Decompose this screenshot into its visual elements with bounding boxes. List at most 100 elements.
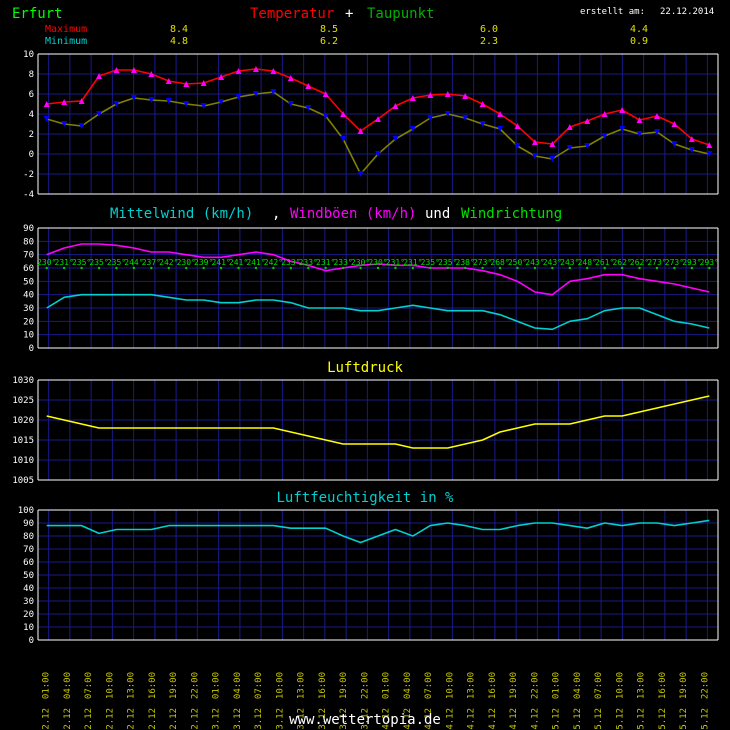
- svg-text:22.12: 22.12: [63, 708, 73, 730]
- svg-text:243°: 243°: [525, 258, 544, 267]
- svg-text:273°: 273°: [665, 258, 684, 267]
- svg-text:04:00: 04:00: [233, 672, 243, 699]
- svg-text:23.12: 23.12: [275, 708, 285, 730]
- svg-text:273°: 273°: [647, 258, 666, 267]
- svg-text:19:00: 19:00: [339, 672, 349, 699]
- svg-text:243°: 243°: [560, 258, 579, 267]
- svg-text:40: 40: [23, 291, 34, 301]
- svg-text:241°: 241°: [246, 258, 265, 267]
- svg-text:erstellt am:: erstellt am:: [580, 7, 645, 17]
- svg-text:231°: 231°: [403, 258, 422, 267]
- svg-text:16:00: 16:00: [318, 672, 328, 699]
- svg-text:16:00: 16:00: [658, 672, 668, 699]
- svg-text:4.8: 4.8: [170, 36, 188, 47]
- svg-text:01:00: 01:00: [382, 672, 392, 699]
- svg-text:-2: -2: [23, 170, 34, 180]
- svg-text:30: 30: [23, 597, 34, 607]
- svg-text:233°: 233°: [333, 258, 352, 267]
- svg-text:16:00: 16:00: [148, 672, 158, 699]
- svg-text:241°: 241°: [229, 258, 248, 267]
- svg-text:Mittelwind (km/h): Mittelwind (km/h): [110, 206, 253, 222]
- svg-text:244°: 244°: [124, 258, 143, 267]
- svg-text:293°: 293°: [682, 258, 701, 267]
- svg-text:07:00: 07:00: [424, 672, 434, 699]
- svg-text:07:00: 07:00: [254, 672, 264, 699]
- svg-text:04:00: 04:00: [573, 672, 583, 699]
- svg-text:6.0: 6.0: [480, 24, 498, 35]
- svg-text:01:00: 01:00: [212, 672, 222, 699]
- svg-text:19:00: 19:00: [169, 672, 179, 699]
- svg-text:01:00: 01:00: [552, 672, 562, 699]
- svg-text:25.12: 25.12: [679, 708, 689, 730]
- svg-text:Luftdruck: Luftdruck: [327, 360, 403, 376]
- svg-text:230°: 230°: [368, 258, 387, 267]
- svg-text:22.12: 22.12: [169, 708, 179, 730]
- svg-text:230°: 230°: [351, 258, 370, 267]
- svg-text:Maximum: Maximum: [45, 24, 87, 35]
- svg-text:,: ,: [272, 206, 280, 222]
- svg-text:2: 2: [29, 130, 34, 140]
- svg-text:6.2: 6.2: [320, 36, 338, 47]
- svg-text:Luftfeuchtigkeit in %: Luftfeuchtigkeit in %: [276, 490, 454, 506]
- svg-text:1025: 1025: [12, 396, 34, 406]
- svg-text:1010: 1010: [12, 456, 34, 466]
- svg-text:22.12: 22.12: [190, 708, 200, 730]
- svg-text:10: 10: [23, 50, 34, 60]
- svg-text:0: 0: [29, 344, 34, 354]
- svg-text:50: 50: [23, 277, 34, 287]
- weather-chart: ErfurtTemperatur + Taupunkterstellt am:2…: [0, 0, 730, 730]
- svg-text:237°: 237°: [142, 258, 161, 267]
- svg-text:268°: 268°: [490, 258, 509, 267]
- svg-text:20: 20: [23, 317, 34, 327]
- svg-text:8.4: 8.4: [170, 24, 188, 35]
- svg-text:40: 40: [23, 584, 34, 594]
- svg-text:1030: 1030: [12, 376, 34, 386]
- svg-text:04:00: 04:00: [63, 672, 73, 699]
- svg-text:90: 90: [23, 519, 34, 529]
- svg-text:Erfurt: Erfurt: [12, 6, 63, 22]
- svg-text:2.3: 2.3: [480, 36, 498, 47]
- svg-text:235°: 235°: [438, 258, 457, 267]
- svg-text:273°: 273°: [473, 258, 492, 267]
- svg-text:10: 10: [23, 331, 34, 341]
- svg-text:23.12: 23.12: [233, 708, 243, 730]
- svg-text:25.12: 25.12: [700, 708, 710, 730]
- svg-text:13:00: 13:00: [467, 672, 477, 699]
- svg-text:04:00: 04:00: [403, 672, 413, 699]
- svg-text:80: 80: [23, 237, 34, 247]
- svg-text:23.12: 23.12: [212, 708, 222, 730]
- svg-text:13:00: 13:00: [637, 672, 647, 699]
- svg-text:19:00: 19:00: [509, 672, 519, 699]
- svg-text:250°: 250°: [508, 258, 527, 267]
- svg-text:23.12: 23.12: [254, 708, 264, 730]
- svg-text:25.12: 25.12: [573, 708, 583, 730]
- svg-text:20: 20: [23, 610, 34, 620]
- svg-text:und: und: [425, 206, 450, 222]
- svg-text:4: 4: [29, 110, 34, 120]
- svg-text:1005: 1005: [12, 476, 34, 486]
- svg-text:Taupunkt: Taupunkt: [367, 6, 434, 22]
- svg-text:10:00: 10:00: [615, 672, 625, 699]
- svg-text:13:00: 13:00: [297, 672, 307, 699]
- svg-text:242°: 242°: [264, 258, 283, 267]
- svg-text:262°: 262°: [630, 258, 649, 267]
- svg-text:16:00: 16:00: [488, 672, 498, 699]
- svg-text:24.12: 24.12: [488, 708, 498, 730]
- svg-text:235°: 235°: [72, 258, 91, 267]
- svg-text:233°: 233°: [281, 258, 300, 267]
- svg-text:0: 0: [29, 636, 34, 646]
- svg-text:4.4: 4.4: [630, 24, 648, 35]
- svg-text:25.12: 25.12: [552, 708, 562, 730]
- svg-text:24.12: 24.12: [467, 708, 477, 730]
- svg-text:238°: 238°: [456, 258, 475, 267]
- svg-text:10:00: 10:00: [105, 672, 115, 699]
- svg-text:25.12: 25.12: [594, 708, 604, 730]
- svg-text:262°: 262°: [612, 258, 631, 267]
- svg-text:Windböen (km/h): Windböen (km/h): [290, 206, 416, 222]
- svg-text:70: 70: [23, 251, 34, 261]
- svg-text:6: 6: [29, 90, 34, 100]
- svg-text:235°: 235°: [107, 258, 126, 267]
- svg-text:19:00: 19:00: [679, 672, 689, 699]
- svg-text:50: 50: [23, 571, 34, 581]
- svg-text:22.12: 22.12: [148, 708, 158, 730]
